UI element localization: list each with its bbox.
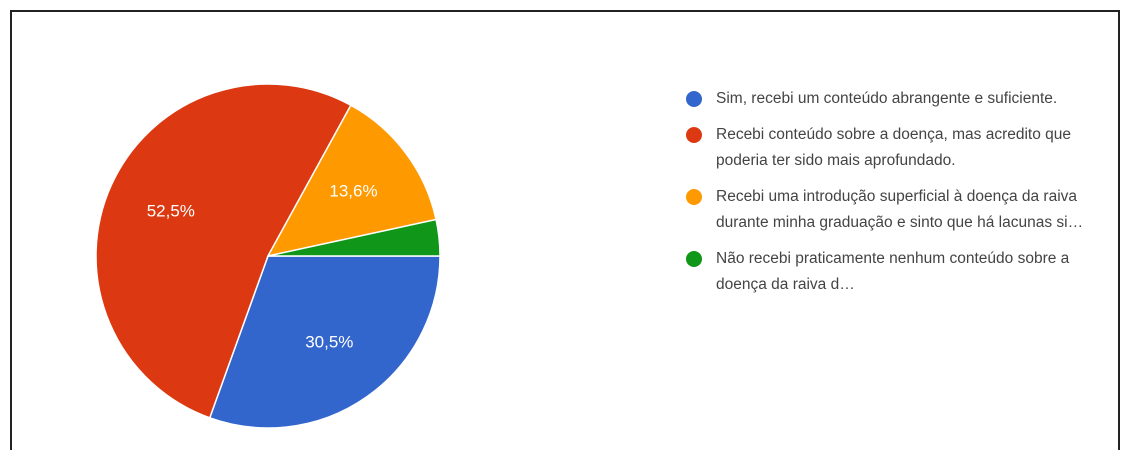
legend-item: Não recebi praticamente nenhum conteúdo … xyxy=(686,246,1096,298)
legend-item: Recebi uma introdução superficial à doen… xyxy=(686,184,1096,236)
legend-item: Recebi conteúdo sobre a doença, mas acre… xyxy=(686,122,1096,174)
slice-label: 13,6% xyxy=(329,182,377,201)
legend-swatch xyxy=(686,91,702,107)
pie-slice xyxy=(266,104,437,258)
legend: Sim, recebi um conteúdo abrangente e suf… xyxy=(686,86,1096,308)
slice-label: 52,5% xyxy=(147,202,195,221)
legend-swatch xyxy=(686,127,702,143)
frame xyxy=(10,10,1120,450)
legend-label: Sim, recebi um conteúdo abrangente e suf… xyxy=(716,90,1058,107)
pie-slice xyxy=(95,83,352,419)
legend-swatch xyxy=(686,189,702,205)
legend-label: Recebi conteúdo sobre a doença, mas acre… xyxy=(716,126,1072,169)
pie-slice xyxy=(267,218,441,257)
legend-label: Recebi uma introdução superficial à doen… xyxy=(716,188,1084,231)
legend-item: Sim, recebi um conteúdo abrangente e suf… xyxy=(686,86,1096,112)
legend-swatch xyxy=(686,251,702,267)
legend-label: Não recebi praticamente nenhum conteúdo … xyxy=(716,250,1070,293)
slice-label: 30,5% xyxy=(305,333,353,352)
pie-slice xyxy=(208,255,441,429)
